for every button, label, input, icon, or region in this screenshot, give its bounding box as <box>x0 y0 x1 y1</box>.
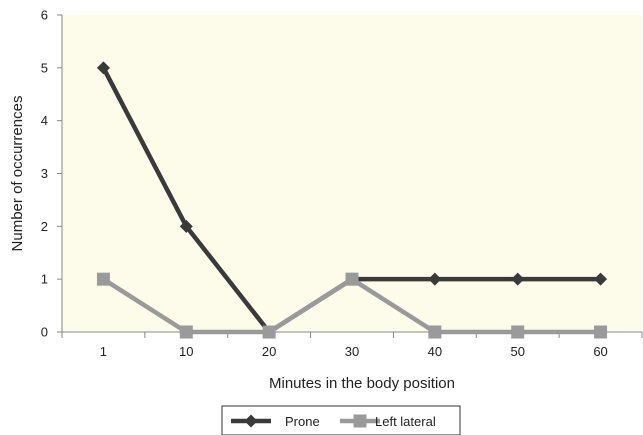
series-group <box>96 61 608 339</box>
x-tick-label: 20 <box>262 344 276 359</box>
data-point <box>179 325 193 339</box>
x-tick-label: 50 <box>510 344 524 359</box>
data-point <box>345 272 359 286</box>
legend: Prone Left lateral <box>221 405 461 435</box>
data-point <box>428 325 442 339</box>
x-axis: 1 10 20 30 40 50 60 <box>61 332 643 359</box>
data-point <box>179 219 193 233</box>
legend-label: Left lateral <box>375 414 436 429</box>
legend-label: Prone <box>285 414 320 429</box>
y-tick-label: 5 <box>41 60 48 75</box>
data-point <box>428 272 442 286</box>
y-tick-label: 1 <box>41 272 48 287</box>
data-point <box>594 272 608 286</box>
y-axis-title: Number of occurrences <box>9 96 26 252</box>
y-tick-label: 6 <box>41 8 48 23</box>
legend-marker <box>353 414 367 428</box>
legend-item: Left lateral <box>340 414 436 429</box>
x-axis-title: Minutes in the body position <box>269 375 455 392</box>
y-tick-label: 0 <box>41 325 48 340</box>
data-point <box>511 325 525 339</box>
data-point <box>96 61 110 75</box>
y-tick-label: 4 <box>41 113 48 128</box>
x-tick-label: 40 <box>428 344 442 359</box>
data-point <box>594 325 608 339</box>
y-tick-label: 3 <box>41 166 48 181</box>
x-tick-label: 1 <box>100 344 107 359</box>
legend-marker <box>244 414 258 428</box>
data-point <box>262 325 276 339</box>
data-point <box>511 272 525 286</box>
data-point <box>96 272 110 286</box>
series-left-lateral <box>96 272 608 339</box>
x-tick-label: 60 <box>593 344 607 359</box>
x-tick-label: 30 <box>345 344 359 359</box>
x-tick-label: 10 <box>179 344 193 359</box>
y-axis: 0 1 2 3 4 5 6 <box>41 8 62 340</box>
legend-item: Prone <box>231 414 320 429</box>
y-tick-label: 2 <box>41 219 48 234</box>
